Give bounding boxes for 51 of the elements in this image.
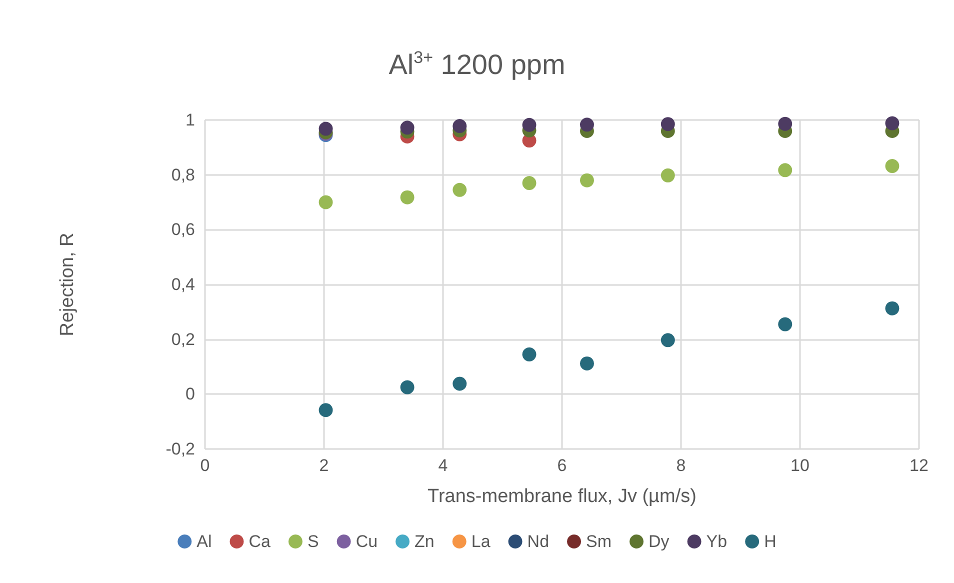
y-tick-label: 0 <box>186 384 195 404</box>
point <box>318 403 333 418</box>
legend-label: Nd <box>527 532 550 551</box>
y-tick-label: 1 <box>186 110 195 130</box>
point <box>318 122 333 136</box>
x-tick-label: 8 <box>676 456 686 475</box>
legend-label: Cu <box>356 532 378 551</box>
point <box>580 356 594 370</box>
x-tick-label: 2 <box>319 456 329 475</box>
x-tick-label: 6 <box>557 456 567 475</box>
y-axis-title: Rejection, R <box>57 232 78 336</box>
point <box>522 176 536 190</box>
point <box>318 195 333 210</box>
legend-label: Yb <box>706 532 728 551</box>
point <box>660 333 675 348</box>
point <box>885 116 900 130</box>
legend-label: La <box>471 532 491 551</box>
legend-label: Sm <box>586 532 612 551</box>
point <box>522 118 536 132</box>
y-tick-label: 0,8 <box>171 165 195 184</box>
legend-label: Ca <box>248 532 272 551</box>
x-tick-label: 4 <box>438 456 448 475</box>
legend-label: H <box>764 532 776 551</box>
legend-label: S <box>307 532 319 551</box>
point <box>452 376 467 391</box>
point <box>885 159 900 174</box>
point <box>522 347 536 362</box>
x-tick-label: 0 <box>200 456 210 475</box>
x-axis-title: Trans-membrane flux, Jv (µm/s) <box>428 486 696 507</box>
y-tick-label: 0,2 <box>171 330 195 349</box>
x-tick-label: 12 <box>910 456 928 475</box>
point <box>778 317 792 332</box>
point <box>580 118 594 132</box>
point <box>778 163 792 178</box>
legend-label: Zn <box>414 532 434 551</box>
point <box>452 119 467 134</box>
point <box>400 380 414 394</box>
point <box>580 173 594 188</box>
legend-label: Dy <box>648 532 670 551</box>
point <box>660 117 675 132</box>
point <box>660 168 675 182</box>
point <box>885 301 900 316</box>
x-tick-label: 10 <box>790 456 810 475</box>
y-tick-label: -0,2 <box>166 440 195 458</box>
legend-label: Al <box>196 532 212 551</box>
point <box>452 182 467 197</box>
y-tick-label: 0,4 <box>171 275 195 294</box>
point <box>778 116 792 131</box>
point <box>400 120 414 135</box>
point <box>400 190 414 204</box>
y-tick-label: 0,6 <box>171 220 195 240</box>
